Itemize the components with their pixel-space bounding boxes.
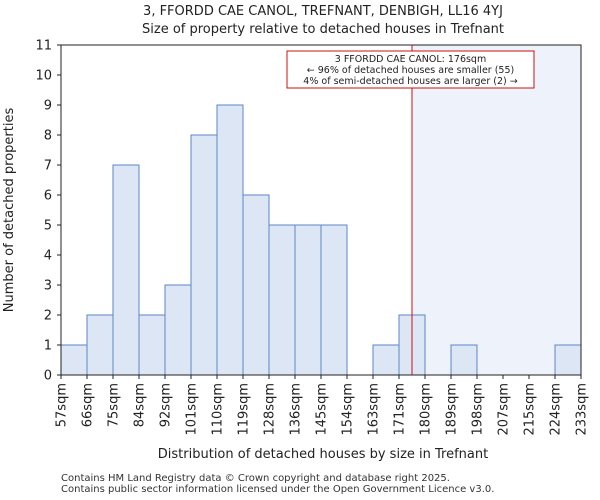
x-tick-label: 101sqm <box>185 383 200 436</box>
x-tick-label: 119sqm <box>237 383 252 436</box>
x-tick-label: 233sqm <box>575 383 590 436</box>
y-tick-label: 10 <box>35 69 52 84</box>
y-tick-label: 9 <box>44 99 52 114</box>
y-tick-label: 3 <box>44 279 52 294</box>
bar-110sqm <box>216 104 244 376</box>
y-tick-label: 7 <box>44 159 52 174</box>
y-axis-label: Number of detached properties <box>2 108 17 313</box>
bar-84sqm <box>138 314 166 376</box>
x-tick-label: 92sqm <box>159 383 174 427</box>
bar-224sqm <box>554 344 582 376</box>
bar-128sqm <box>268 224 296 376</box>
x-tick-label: 110sqm <box>211 383 226 436</box>
annotation-line-1: 3 FFORDD CAE CANOL: 176sqm <box>335 54 486 65</box>
bar-75sqm <box>112 164 140 376</box>
footer-licence: Contains public sector information licen… <box>61 484 495 495</box>
x-tick-label: 189sqm <box>445 383 460 436</box>
y-tick-label: 2 <box>44 309 52 324</box>
larger-region-highlight <box>412 45 581 375</box>
annotation-box <box>286 50 535 89</box>
bar-145sqm <box>320 224 348 376</box>
bar-66sqm <box>86 314 114 376</box>
y-tick-label: 1 <box>44 339 52 354</box>
bar-101sqm <box>190 134 218 376</box>
x-tick-label: 66sqm <box>81 383 96 427</box>
bar-136sqm <box>294 224 322 376</box>
x-tick-label: 224sqm <box>549 383 564 436</box>
y-tick-label: 6 <box>44 189 52 204</box>
x-tick-label: 154sqm <box>341 383 356 436</box>
y-tick-label: 4 <box>44 249 52 264</box>
x-tick-label: 84sqm <box>133 383 148 427</box>
y-tick-label: 8 <box>44 129 52 144</box>
x-tick-label: 171sqm <box>393 383 408 436</box>
annotation-line-3: 4% of semi-detached houses are larger (2… <box>303 76 517 87</box>
x-tick-label: 136sqm <box>289 383 304 436</box>
bar-57sqm <box>60 344 88 376</box>
x-tick-label: 163sqm <box>367 383 382 436</box>
bar-92sqm <box>164 284 192 376</box>
x-axis-label: Distribution of detached houses by size … <box>158 447 488 462</box>
x-tick-label: 57sqm <box>55 383 70 427</box>
bar-119sqm <box>242 194 270 376</box>
footer-copyright: Contains HM Land Registry data © Crown c… <box>61 473 450 484</box>
chart-title: 3, FFORDD CAE CANOL, TREFNANT, DENBIGH, … <box>143 4 503 19</box>
x-tick-label: 128sqm <box>263 383 278 436</box>
x-tick-label: 180sqm <box>419 383 434 436</box>
x-tick-label: 215sqm <box>523 383 538 436</box>
y-tick-label: 5 <box>44 219 52 234</box>
x-tick-label: 207sqm <box>497 383 512 436</box>
bar-163sqm <box>372 344 400 376</box>
y-tick-label: 11 <box>35 39 52 54</box>
y-tick-label: 0 <box>44 369 52 384</box>
x-tick-label: 75sqm <box>107 383 122 427</box>
bar-189sqm <box>450 344 478 376</box>
chart-subtitle: Size of property relative to detached ho… <box>142 22 504 37</box>
x-tick-label: 198sqm <box>471 383 486 436</box>
annotation-line-2: ← 96% of detached houses are smaller (55… <box>307 65 514 76</box>
plot-area: 0 1 2 3 4 5 6 7 8 9 10 11 57sqm 66sqm 75sqm 84sqm 92sqm 1… <box>35 39 589 436</box>
x-tick-label: 145sqm <box>315 383 330 436</box>
